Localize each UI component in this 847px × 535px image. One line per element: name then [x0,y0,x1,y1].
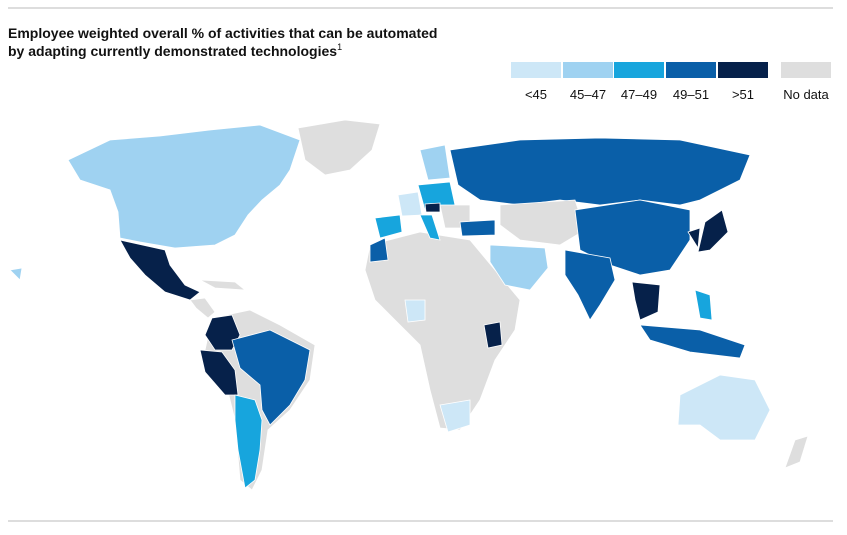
region [499,199,586,246]
region [199,279,247,291]
region [404,299,426,323]
legend-label: No data [783,87,829,102]
world-map [9,119,809,491]
legend-swatch [666,62,716,78]
legend-label: 45–47 [570,87,606,102]
region [419,144,451,181]
region [677,374,771,441]
region [489,244,549,291]
region [231,329,311,426]
region [9,267,23,281]
region [119,239,201,301]
region [639,324,746,359]
region [564,249,616,321]
region [234,394,263,489]
region [67,124,301,249]
region [189,297,216,319]
title-text: by adapting currently demonstrated techn… [8,43,337,59]
region [397,191,423,217]
region [204,314,241,351]
region [369,237,389,263]
region [459,219,496,237]
region [297,119,381,176]
legend: <45 45–47 47–49 49–51 >51 No data [511,62,831,102]
title-line: by adapting currently demonstrated techn… [8,42,342,59]
region [424,202,441,213]
footnote-mark: 1 [337,42,342,52]
region [199,349,239,396]
region [419,214,441,241]
region [374,214,403,239]
legend-label: 49–51 [673,87,709,102]
legend-swatch [511,62,561,78]
title-line: Employee weighted overall % of activitie… [8,25,437,41]
legend-label: >51 [732,87,754,102]
region [687,227,701,250]
legend-swatch [563,62,613,78]
region [631,281,661,321]
legend-label: 47–49 [621,87,657,102]
region [439,399,471,433]
region [697,209,729,253]
region [483,321,503,349]
legend-swatch [781,62,831,78]
legend-swatch [718,62,768,78]
region [694,289,713,321]
region [784,435,809,469]
legend-label: <45 [525,87,547,102]
region [449,137,751,206]
legend-swatch [614,62,664,78]
